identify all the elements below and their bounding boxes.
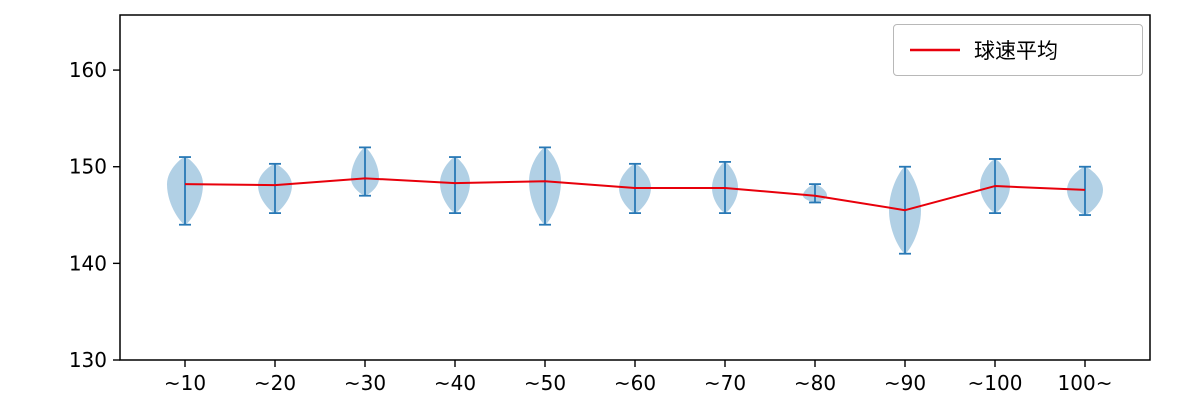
x-tick-label: ~100	[968, 371, 1023, 395]
x-tick-label: ~20	[254, 371, 296, 395]
mean-line	[184, 177, 1086, 212]
x-tick-label: 100~	[1058, 371, 1113, 395]
x-tick-label: ~30	[344, 371, 386, 395]
x-tick-label: ~10	[164, 371, 206, 395]
x-tick-label: ~50	[524, 371, 566, 395]
y-tick-label: 140	[69, 251, 107, 275]
legend-line-sample	[910, 48, 960, 52]
legend-label: 球速平均	[974, 39, 1058, 63]
y-tick-label: 150	[69, 155, 107, 179]
y-tick-label: 130	[69, 348, 107, 372]
legend: 球速平均	[893, 24, 1143, 76]
x-tick-label: ~40	[434, 371, 476, 395]
x-tick-label: ~90	[884, 371, 926, 395]
x-tick-label: ~70	[704, 371, 746, 395]
x-tick-label: ~60	[614, 371, 656, 395]
x-tick-label: ~80	[794, 371, 836, 395]
axes-frame	[119, 14, 1151, 361]
y-tick-label: 160	[69, 58, 107, 82]
